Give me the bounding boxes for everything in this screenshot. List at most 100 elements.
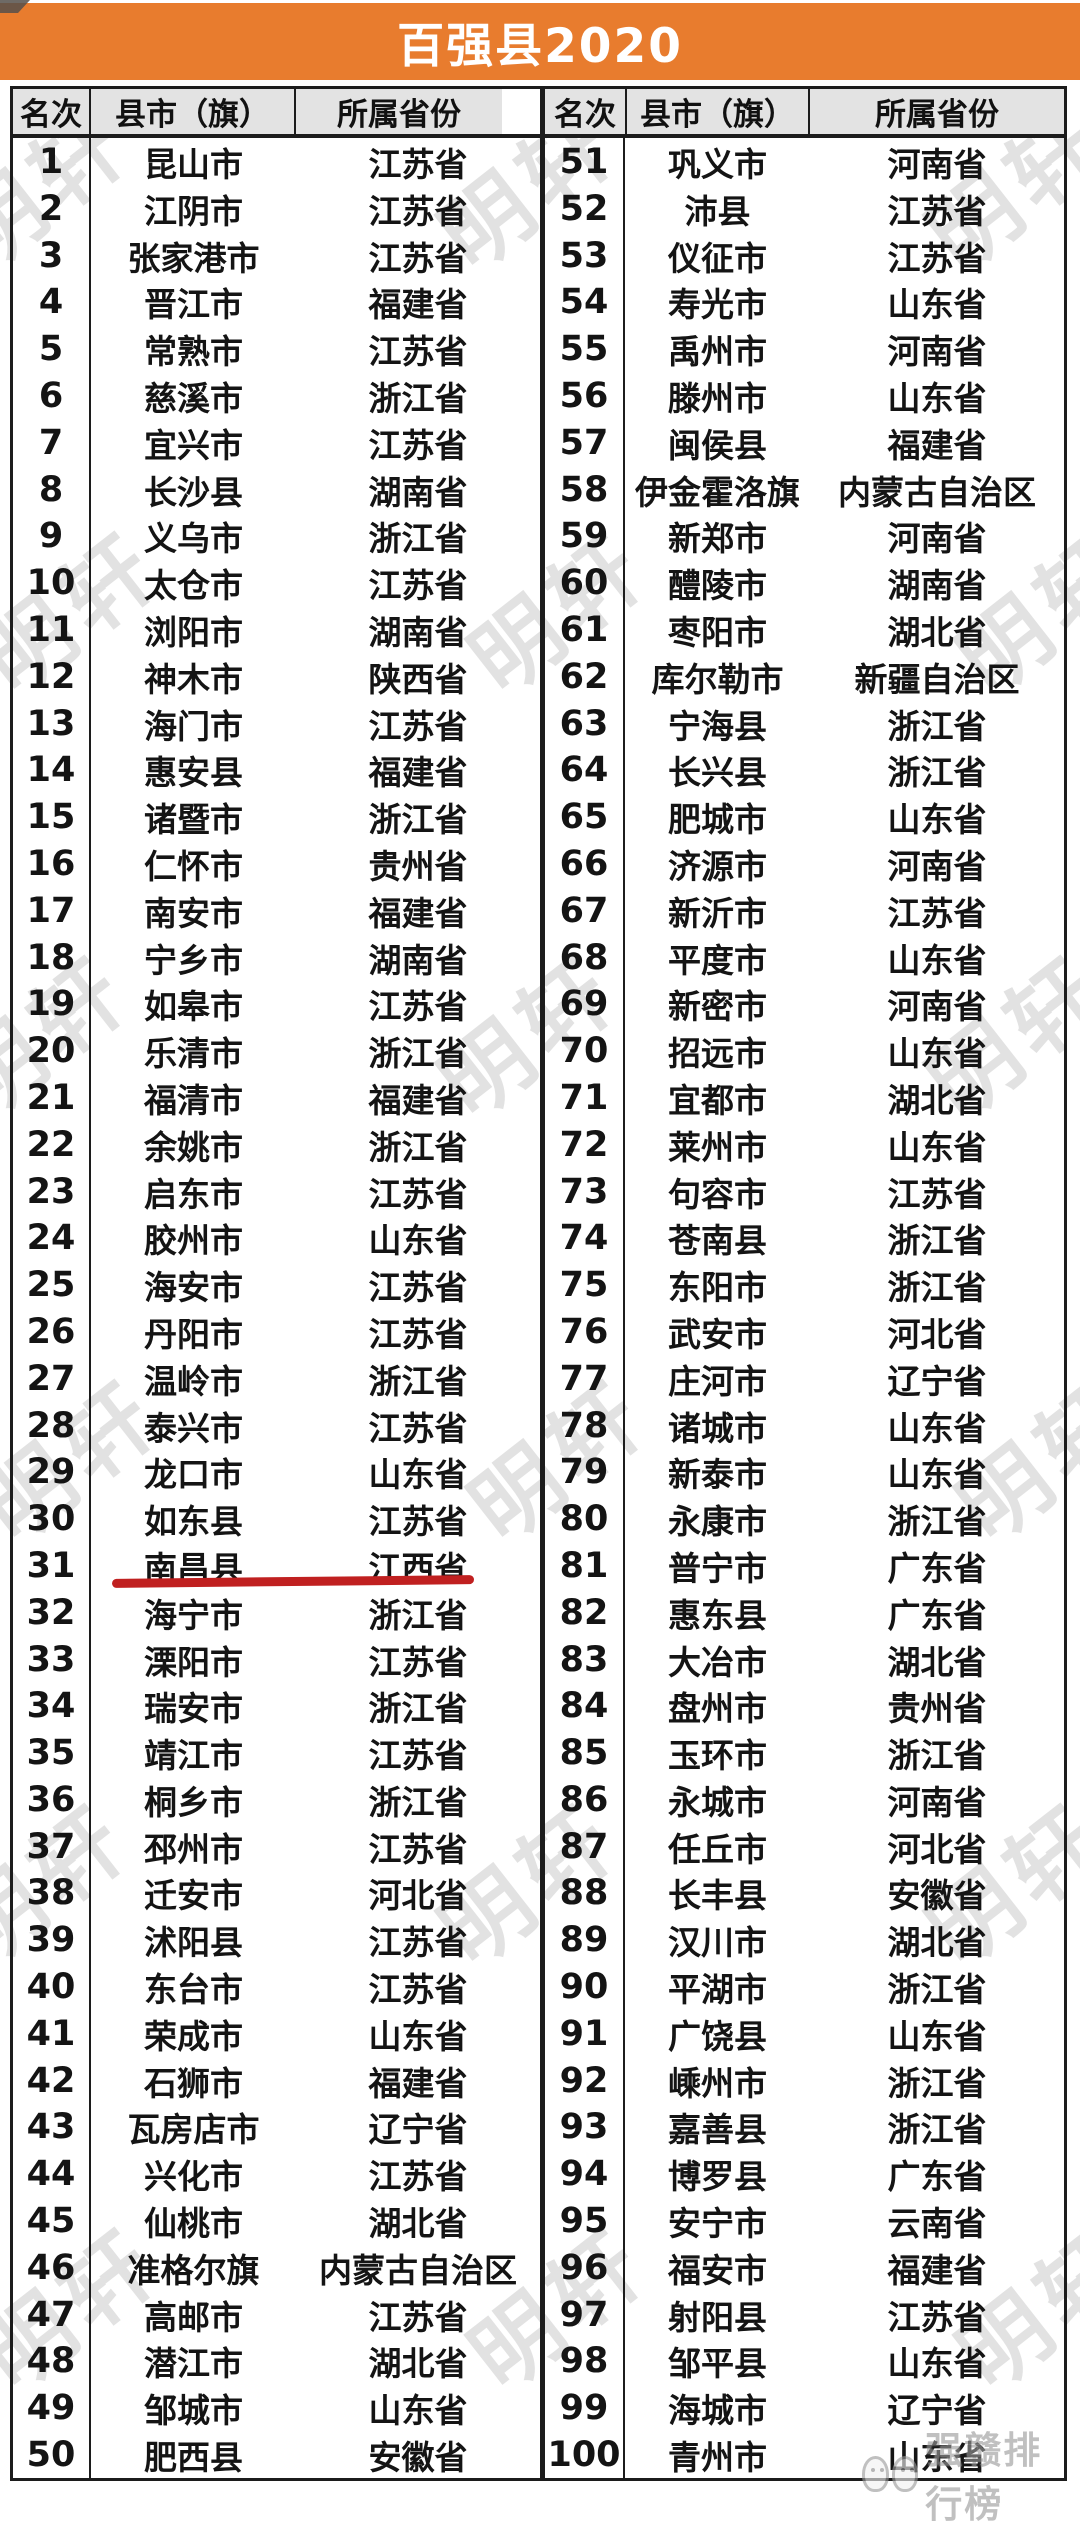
province-cell: 浙江省 <box>887 753 987 793</box>
table-row: 12 神木市 陕西省 <box>13 652 540 701</box>
rank-cell: 69 <box>545 980 625 1029</box>
province-cell: 湖南省 <box>368 612 468 652</box>
header-province-left: 所属省份 <box>296 86 502 138</box>
rank-cell: 52 <box>545 184 625 233</box>
city-cell: 丹阳市 <box>144 1314 243 1354</box>
province-cell: 山东省 <box>887 2344 987 2384</box>
province-cell: 浙江省 <box>368 519 468 559</box>
table-row: 24 胶州市 山东省 <box>13 1214 540 1263</box>
table-row: 43 瓦房店市 辽宁省 <box>13 2103 540 2152</box>
table-row: 75 东阳市 浙江省 <box>545 1261 1064 1310</box>
rank-cell: 11 <box>13 605 91 654</box>
rank-cell: 95 <box>545 2197 625 2246</box>
province-cell: 福建省 <box>368 753 468 793</box>
city-cell: 宜兴市 <box>144 425 243 465</box>
table-row: 40 东台市 江苏省 <box>13 1963 540 2012</box>
table-row: 86 永城市 河南省 <box>545 1775 1064 1824</box>
table-row: 25 海安市 江苏省 <box>13 1261 540 1310</box>
city-cell: 平度市 <box>668 940 767 980</box>
province-cell: 河南省 <box>887 519 987 559</box>
city-cell: 靖江市 <box>144 1736 243 1776</box>
table-row: 51 巩义市 河南省 <box>545 138 1064 186</box>
city-cell: 新泰市 <box>668 1455 767 1495</box>
rank-cell: 12 <box>13 652 91 701</box>
province-cell: 河南省 <box>887 987 987 1027</box>
rank-cell: 55 <box>545 325 625 374</box>
rank-cell: 16 <box>13 839 91 888</box>
province-cell: 湖北省 <box>887 1080 987 1120</box>
rank-cell: 56 <box>545 371 625 420</box>
city-cell: 普宁市 <box>668 1548 767 1588</box>
rank-cell: 46 <box>13 2243 91 2292</box>
province-cell: 湖北省 <box>887 1923 987 1963</box>
province-cell: 江苏省 <box>368 1829 468 1869</box>
table-row: 47 高邮市 江苏省 <box>13 2290 540 2339</box>
table-row: 56 滕州市 山东省 <box>545 371 1064 420</box>
city-cell: 平湖市 <box>668 1970 767 2010</box>
province-cell: 江苏省 <box>368 1314 468 1354</box>
province-cell: 河北省 <box>887 1829 987 1869</box>
city-cell: 新郑市 <box>668 519 767 559</box>
table-row: 69 新密市 河南省 <box>545 980 1064 1029</box>
city-cell: 神木市 <box>144 659 243 699</box>
province-cell: 山东省 <box>368 1221 468 1261</box>
table-row: 1 昆山市 江苏省 <box>13 138 540 186</box>
province-cell: 浙江省 <box>887 2110 987 2150</box>
rank-cell: 85 <box>545 1729 625 1778</box>
province-cell: 浙江省 <box>368 1361 468 1401</box>
table-row: 8 长沙县 湖南省 <box>13 465 540 514</box>
rank-cell: 62 <box>545 652 625 701</box>
table-row: 49 邹城市 山东省 <box>13 2384 540 2433</box>
rank-cell: 28 <box>13 1401 91 1450</box>
table-row: 60 醴陵市 湖南省 <box>545 559 1064 608</box>
province-cell: 福建省 <box>887 425 987 465</box>
rank-cell: 70 <box>545 1027 625 1076</box>
province-cell: 江苏省 <box>368 1970 468 2010</box>
rank-cell: 39 <box>13 1916 91 1965</box>
province-cell: 陕西省 <box>368 659 468 699</box>
province-cell: 江苏省 <box>368 1174 468 1214</box>
rank-cell: 88 <box>545 1869 625 1918</box>
province-cell: 江苏省 <box>887 238 987 278</box>
province-cell: 浙江省 <box>368 1034 468 1074</box>
city-cell: 宁乡市 <box>144 940 243 980</box>
city-cell: 东台市 <box>144 1970 243 2010</box>
rank-cell: 90 <box>545 1963 625 2012</box>
province-cell: 山东省 <box>368 1455 468 1495</box>
city-cell: 任丘市 <box>668 1829 767 1869</box>
province-cell: 湖北省 <box>368 2344 468 2384</box>
city-cell: 新密市 <box>668 987 767 1027</box>
table-row: 29 龙口市 山东省 <box>13 1448 540 1497</box>
table-row: 4 晋江市 福建省 <box>13 278 540 327</box>
rank-cell: 58 <box>545 465 625 514</box>
province-cell: 福建省 <box>368 893 468 933</box>
table-row: 41 荣成市 山东省 <box>13 2009 540 2058</box>
rank-cell: 45 <box>13 2197 91 2246</box>
table-header: 名次 县市（旗） 所属省份 名次 县市（旗） 所属省份 <box>10 86 1067 138</box>
table-row: 82 惠东县 广东省 <box>545 1588 1064 1637</box>
table-row: 58 伊金霍洛旗 内蒙古自治区 <box>545 465 1064 514</box>
rank-cell: 86 <box>545 1775 625 1824</box>
rank-cell: 61 <box>545 605 625 654</box>
city-cell: 永城市 <box>668 1782 767 1822</box>
table-row: 55 禹州市 河南省 <box>545 325 1064 374</box>
city-cell: 大冶市 <box>668 1642 767 1682</box>
table-row: 9 义乌市 浙江省 <box>13 512 540 561</box>
table-row: 53 仪征市 江苏省 <box>545 231 1064 280</box>
logo-text: 强赣排行榜 <box>925 2429 1043 2526</box>
rank-cell: 19 <box>13 980 91 1029</box>
rank-cell: 72 <box>545 1120 625 1169</box>
province-cell: 浙江省 <box>887 1970 987 2010</box>
table-row: 87 任丘市 河北省 <box>545 1822 1064 1871</box>
table-row: 78 诸城市 山东省 <box>545 1401 1064 1450</box>
table-row: 66 济源市 河南省 <box>545 839 1064 888</box>
city-cell: 迁安市 <box>144 1876 243 1916</box>
city-cell: 胶州市 <box>144 1221 243 1261</box>
city-cell: 瓦房店市 <box>127 2110 260 2150</box>
rank-cell: 60 <box>545 559 625 608</box>
city-cell: 仁怀市 <box>144 846 243 886</box>
province-cell: 山东省 <box>887 1455 987 1495</box>
rank-cell: 23 <box>13 1167 91 1216</box>
rank-cell: 54 <box>545 278 625 327</box>
rank-cell: 24 <box>13 1214 91 1263</box>
